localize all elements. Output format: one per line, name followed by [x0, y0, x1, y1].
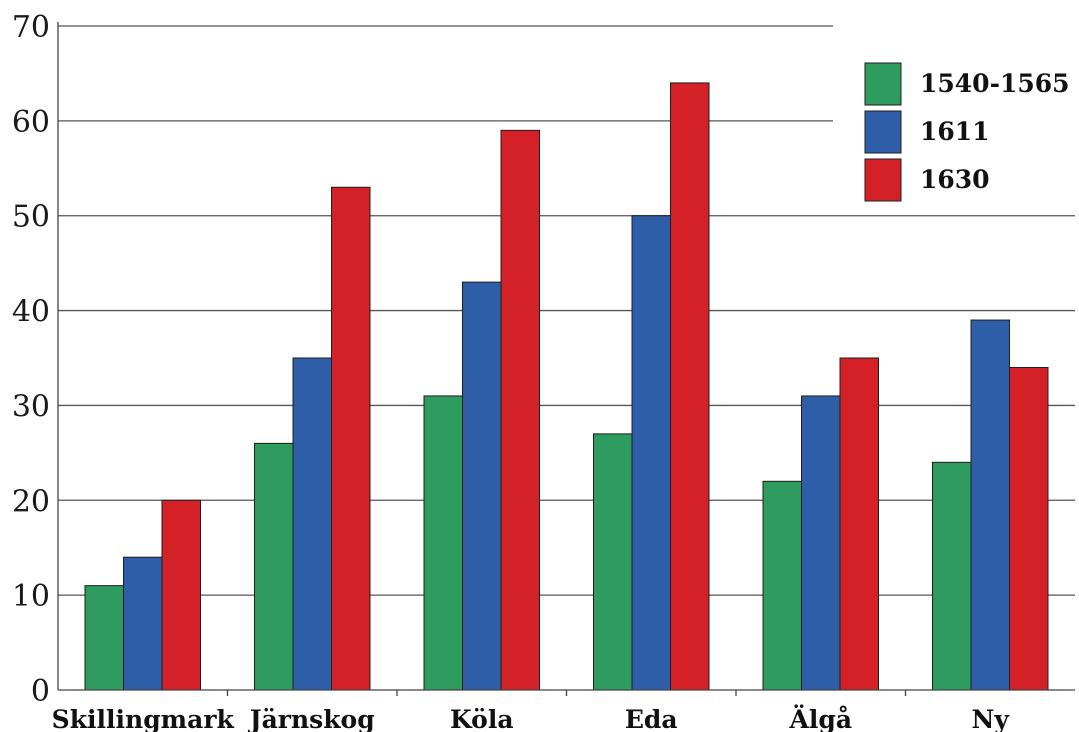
gridlines: [58, 25, 1075, 596]
bar: [500, 129, 540, 691]
y-tick-label: 30: [12, 389, 50, 424]
x-tick-label: Köla: [450, 705, 514, 732]
bar: [970, 319, 1010, 691]
y-tick-label: 40: [12, 295, 50, 330]
bar: [670, 82, 710, 691]
bar: [292, 357, 332, 691]
x-tick-label: Ny: [972, 705, 1011, 732]
bar: [762, 480, 802, 691]
legend-swatch: [864, 158, 902, 202]
bar: [839, 357, 879, 691]
bar: [462, 281, 502, 691]
x-tick-label: Järnskog: [248, 705, 375, 732]
axes: 0 10 20 30 40 50 60 70 Skillingmark Järnskog Köla E…: [12, 10, 1075, 732]
x-tick-label: Skillingmark: [52, 705, 235, 732]
legend: 1540-1565 1611 1630: [864, 62, 1070, 202]
bars: [84, 82, 1049, 691]
x-tick-label: Älgå: [788, 705, 852, 732]
bar: [631, 215, 671, 691]
bar: [331, 186, 371, 691]
bar: [254, 442, 294, 691]
bar: [423, 395, 463, 691]
legend-swatch: [864, 110, 902, 154]
bar: [161, 499, 201, 691]
bar: [123, 556, 163, 691]
bar: [1009, 366, 1049, 691]
x-tick-label: Eda: [625, 705, 678, 732]
bar: [84, 585, 124, 691]
bar: [932, 461, 972, 691]
bar: [801, 395, 841, 691]
bar: [593, 433, 633, 691]
y-tick-label: 20: [12, 484, 50, 519]
y-tick-label: 10: [12, 579, 50, 614]
y-tick-label: 0: [31, 674, 50, 709]
legend-label: 1540-1565: [920, 69, 1070, 98]
y-tick-label: 70: [12, 10, 50, 45]
y-tick-label: 50: [12, 200, 50, 235]
legend-label: 1611: [920, 117, 990, 146]
legend-label: 1630: [920, 165, 990, 194]
legend-swatch: [864, 62, 902, 106]
y-tick-label: 60: [12, 105, 50, 140]
